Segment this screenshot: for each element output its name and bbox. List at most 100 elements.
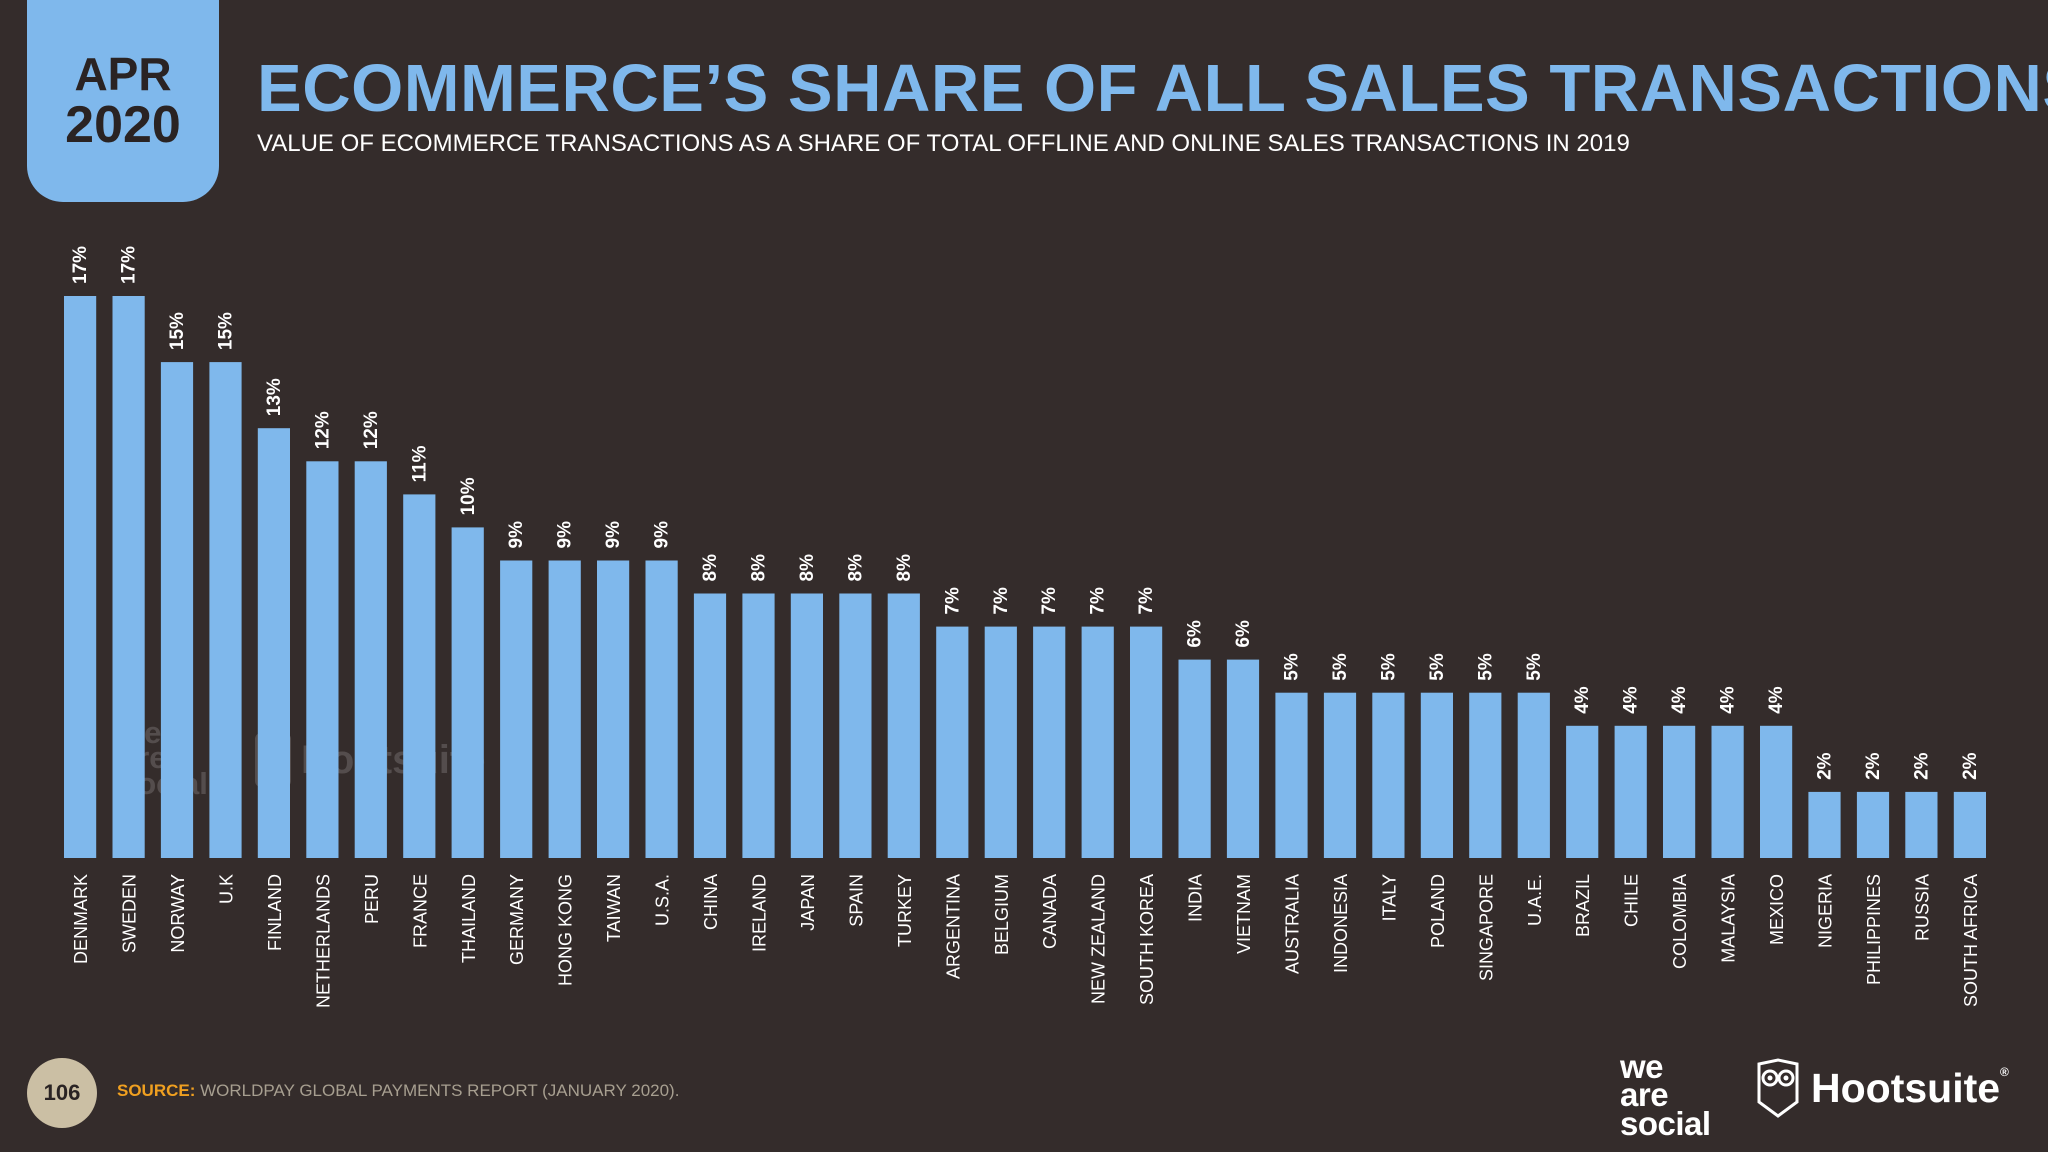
value-label: 13%: [264, 378, 285, 416]
value-label: 9%: [506, 521, 527, 549]
bar-u-s-a: [645, 560, 678, 858]
value-label: 7%: [1088, 587, 1109, 615]
category-label: JAPAN: [798, 874, 818, 931]
value-label: 4%: [1766, 686, 1787, 714]
category-label: VIETNAM: [1234, 874, 1254, 954]
bar-malaysia: [1711, 725, 1744, 858]
value-label: 6%: [1233, 620, 1254, 648]
category-label: NORWAY: [168, 874, 188, 953]
value-label: 7%: [942, 587, 963, 615]
bar-poland: [1420, 692, 1453, 858]
value-label: 8%: [894, 554, 915, 582]
bar-vietnam: [1226, 659, 1260, 858]
bar-canada: [1033, 626, 1066, 858]
bar-norway: [160, 362, 194, 858]
value-label: 7%: [1136, 587, 1157, 615]
bar-thailand: [451, 527, 484, 858]
bar-u-a-e: [1517, 692, 1550, 858]
category-label: U.K: [217, 874, 237, 904]
category-label: U.S.A.: [653, 874, 673, 926]
bar-india: [1178, 659, 1211, 858]
category-label: PERU: [362, 874, 382, 924]
value-label: 5%: [1282, 653, 1303, 681]
category-label: INDONESIA: [1331, 874, 1351, 973]
value-label: 4%: [1669, 686, 1690, 714]
category-label: TURKEY: [895, 874, 915, 947]
bar-mexico: [1760, 725, 1793, 858]
value-label: 9%: [555, 521, 576, 549]
category-label: ITALY: [1379, 874, 1399, 921]
bar-peru: [354, 461, 387, 858]
bar-colombia: [1663, 725, 1696, 858]
value-label: 12%: [312, 411, 333, 449]
category-label: GERMANY: [507, 874, 527, 965]
category-label: MALAYSIA: [1719, 874, 1739, 963]
value-label: 17%: [119, 246, 140, 284]
category-label: THAILAND: [459, 874, 479, 963]
hootsuite-name: Hootsuite: [1811, 1064, 2001, 1111]
category-label: RUSSIA: [1912, 874, 1932, 941]
value-label: 2%: [1960, 752, 1981, 780]
value-label: 17%: [70, 246, 91, 284]
value-label: 9%: [603, 521, 624, 549]
date-badge: APR 2020: [27, 0, 219, 202]
bar-chart: 17% DENMARK 17% SWEDEN 15% NORWAY 15% U.K 13% FIN…: [64, 246, 1986, 1008]
value-label: 11%: [409, 445, 430, 482]
value-label: 5%: [1330, 653, 1351, 681]
value-label: 7%: [1039, 587, 1060, 615]
hootsuite-wordmark: Hootsuite®: [1811, 1065, 2009, 1112]
value-label: 2%: [1911, 752, 1932, 780]
value-label: 15%: [167, 312, 188, 350]
bar-turkey: [887, 593, 920, 858]
page-number: 106: [27, 1058, 97, 1128]
source-text: WORLDPAY GLOBAL PAYMENTS REPORT (JANUARY…: [200, 1081, 680, 1100]
bar-finland: [257, 428, 290, 858]
bar-hong-kong: [548, 560, 581, 858]
bar-russia: [1905, 791, 1938, 858]
category-label: ARGENTINA: [943, 874, 963, 979]
value-label: 2%: [1863, 752, 1884, 780]
bar-germany: [500, 560, 533, 858]
bar-spain: [839, 593, 872, 858]
bar-philippines: [1856, 791, 1890, 858]
bar-sweden: [112, 296, 145, 858]
category-label: BRAZIL: [1573, 874, 1593, 937]
registered-mark: ®: [2000, 1064, 2009, 1079]
category-label: SINGAPORE: [1476, 874, 1496, 981]
bar-china: [693, 593, 727, 858]
value-label: 6%: [1185, 620, 1206, 648]
category-label: CHINA: [701, 874, 721, 930]
bar-taiwan: [597, 560, 630, 858]
bar-u-k: [209, 362, 242, 858]
value-label: 5%: [1427, 653, 1448, 681]
category-label: NEW ZEALAND: [1089, 874, 1109, 1004]
badge-month: APR: [74, 47, 172, 100]
category-label: PHILIPPINES: [1864, 874, 1884, 985]
page-subtitle: VALUE OF ECOMMERCE TRANSACTIONS AS A SHA…: [257, 130, 1630, 157]
bar-australia: [1275, 692, 1308, 858]
bar-ireland: [742, 593, 775, 858]
value-label: 10%: [458, 477, 479, 515]
value-label: 7%: [991, 587, 1012, 615]
category-label: NIGERIA: [1816, 874, 1836, 948]
bar-new-zealand: [1081, 626, 1114, 858]
value-label: 5%: [1524, 653, 1545, 681]
bar-france: [403, 494, 436, 858]
category-label: U.A.E.: [1525, 874, 1545, 926]
bar-south-korea: [1130, 626, 1163, 858]
logo-social: social: [1620, 1104, 1711, 1142]
category-label: SPAIN: [846, 874, 866, 927]
category-label: FRANCE: [410, 874, 430, 948]
bar-indonesia: [1323, 692, 1357, 858]
value-label: 5%: [1475, 653, 1496, 681]
page-title: ECOMMERCE’S SHARE OF ALL SALES TRANSACTI…: [257, 51, 2048, 126]
value-label: 2%: [1815, 752, 1836, 780]
category-label: BELGIUM: [992, 874, 1012, 955]
category-label: NETHERLANDS: [313, 874, 333, 1008]
value-label: 4%: [1621, 686, 1642, 714]
category-label: COLOMBIA: [1670, 874, 1690, 969]
logo-are: are: [1620, 1076, 1669, 1114]
bar-south-africa: [1953, 791, 1986, 858]
hootsuite-logo: Hootsuite®: [1755, 1058, 2009, 1118]
value-label: 9%: [652, 521, 673, 549]
